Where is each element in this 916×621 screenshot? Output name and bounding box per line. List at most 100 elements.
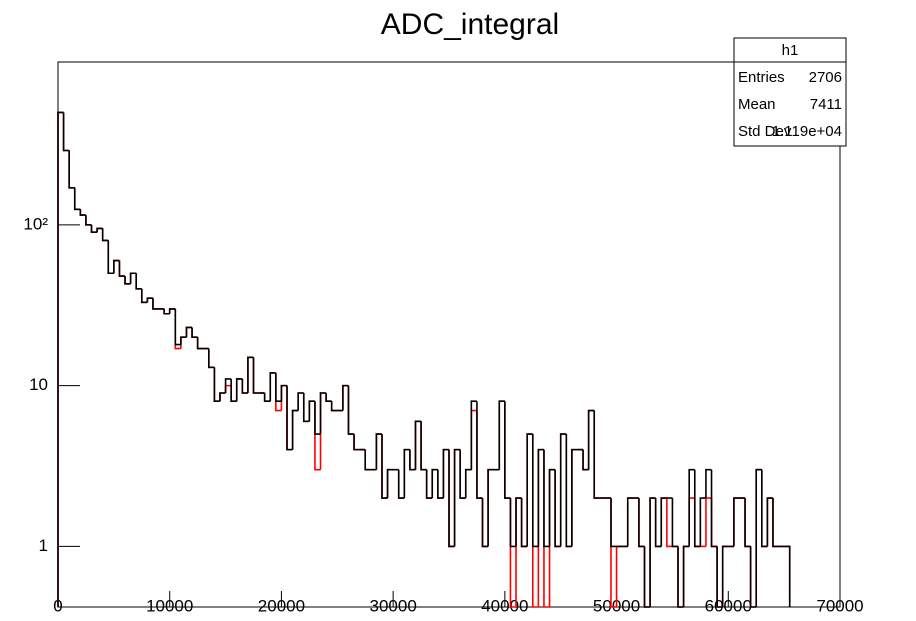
histogram-bin <box>554 469 561 548</box>
histogram-bin <box>208 348 215 369</box>
histogram-bin <box>208 348 215 369</box>
histogram-bin <box>498 400 505 470</box>
histogram-bin <box>504 401 511 499</box>
histogram-bin <box>587 409 595 470</box>
histogram-bin <box>688 497 695 547</box>
histogram-bin <box>314 401 321 435</box>
histogram-bin <box>431 468 438 499</box>
histogram-bin <box>638 498 645 548</box>
stats-name: Entries <box>738 69 785 86</box>
histogram-bin <box>677 546 684 608</box>
histogram-bin <box>96 227 103 233</box>
histogram-bin <box>230 378 237 403</box>
histogram-bin <box>269 372 276 402</box>
histogram-bin <box>113 259 120 274</box>
histogram-bin <box>548 468 556 607</box>
histogram-bin <box>666 498 673 548</box>
histogram-bin <box>531 434 539 548</box>
histogram-bin <box>68 150 75 189</box>
histogram-bin <box>325 392 332 403</box>
histogram-bin <box>442 448 449 499</box>
histogram-bin <box>654 498 662 548</box>
histogram-bin <box>515 497 522 547</box>
histogram-bin <box>135 273 142 290</box>
histogram-bin <box>464 468 472 499</box>
histogram-bin <box>118 260 126 277</box>
histogram-bin <box>784 545 791 607</box>
histogram-bin <box>565 434 572 548</box>
histogram-bin <box>626 497 634 547</box>
histogram-bin <box>420 421 427 471</box>
histogram-bin <box>693 498 701 548</box>
histogram-bin <box>247 356 254 393</box>
x-tick-label: 10000 <box>146 596 193 615</box>
stats-value: 2706 <box>809 69 842 86</box>
histogram-bin <box>286 385 293 451</box>
histogram-bin <box>688 468 695 547</box>
histogram-bin <box>269 372 276 402</box>
histogram-bin <box>101 228 109 242</box>
histogram-bin <box>481 498 489 548</box>
histogram-bin <box>85 215 92 226</box>
histogram-bin <box>62 112 70 152</box>
histogram-bin <box>330 401 338 412</box>
histogram-bin <box>744 498 751 548</box>
histogram-bin <box>252 357 260 394</box>
histogram-bin <box>587 409 595 470</box>
histogram-bin <box>470 409 477 470</box>
histogram-bin <box>375 433 382 470</box>
histogram-bin <box>224 378 232 393</box>
histogram-bin <box>252 357 260 394</box>
histogram-bin <box>219 392 226 402</box>
histogram-bin <box>733 497 740 547</box>
histogram-bin <box>626 497 634 547</box>
histogram-bin <box>302 392 310 423</box>
histogram-bin <box>733 497 740 547</box>
histogram-bin <box>643 546 651 608</box>
histogram-bin <box>174 308 181 350</box>
histogram-bin <box>107 240 114 275</box>
histogram-bin <box>275 372 282 412</box>
histogram-bin <box>174 308 181 346</box>
histogram-bin <box>571 448 578 547</box>
stats-value: 7411 <box>810 96 842 113</box>
histogram-bin <box>487 468 494 547</box>
histogram-bin <box>610 498 617 548</box>
stats-title: h1 <box>782 42 799 59</box>
histogram-bin <box>693 469 701 548</box>
histogram-bin <box>716 546 723 608</box>
histogram-bin <box>73 187 81 211</box>
histogram-bin <box>330 401 338 412</box>
histogram-bin <box>124 276 131 285</box>
histogram-bin <box>660 497 667 547</box>
histogram-bin <box>230 385 237 403</box>
histogram-bin <box>526 433 533 547</box>
histogram-bin <box>476 410 483 499</box>
histogram-bin <box>671 498 679 548</box>
histogram-bin <box>353 434 360 451</box>
histogram-bin <box>705 497 712 547</box>
histogram-bin <box>682 545 690 607</box>
histogram-bin <box>308 400 315 422</box>
histogram-bin <box>135 273 142 290</box>
histogram-bin <box>409 449 416 471</box>
histogram-bin <box>302 392 310 423</box>
histogram-bin <box>140 288 148 304</box>
histogram-bin <box>705 468 712 499</box>
histogram-bin <box>68 150 75 189</box>
histogram-bin <box>559 433 567 547</box>
histogram-bin <box>185 326 193 338</box>
histogram-bin <box>437 469 444 499</box>
histogram-bin <box>403 448 410 499</box>
histogram-bin <box>168 308 176 314</box>
histogram-bin <box>442 448 449 499</box>
histogram-bin <box>124 276 131 285</box>
histogram-bin <box>459 449 466 499</box>
histogram-bin <box>543 449 550 608</box>
histogram-bin <box>481 498 489 548</box>
histogram-bin <box>425 469 433 499</box>
histogram-bin <box>397 469 405 499</box>
histogram-bin <box>263 392 271 403</box>
stats-name: Std Dev <box>738 123 792 140</box>
